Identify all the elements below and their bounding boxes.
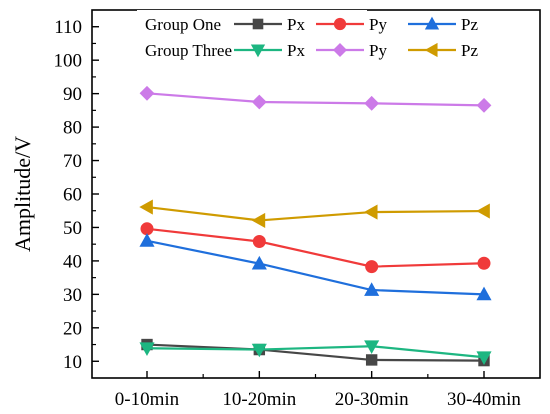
x-tick-label: 10-20min bbox=[222, 389, 296, 410]
legend-series-label: Pz bbox=[461, 41, 478, 60]
y-tick-label: 40 bbox=[63, 251, 82, 272]
data-point-marker bbox=[364, 282, 380, 296]
data-point-marker bbox=[365, 260, 379, 274]
legend-group-label: Group One bbox=[145, 15, 221, 34]
x-tick-label: 20-30min bbox=[335, 389, 409, 410]
data-point-marker bbox=[252, 18, 264, 30]
data-point-marker bbox=[251, 94, 267, 110]
data-point-marker bbox=[424, 42, 438, 58]
series-line bbox=[146, 343, 485, 362]
x-tick-labels: 0-10min 10-20min 20-30min 30-40min bbox=[115, 389, 522, 410]
legend-item: Pz bbox=[408, 15, 478, 34]
legend-item: Pz bbox=[408, 41, 478, 60]
data-point-marker bbox=[139, 85, 155, 101]
data-point-marker bbox=[140, 222, 154, 236]
data-point-marker bbox=[139, 233, 155, 247]
y-tick-label: 70 bbox=[63, 151, 82, 172]
legend-series-label: Py bbox=[369, 15, 387, 34]
legend-series-label: Pz bbox=[461, 15, 478, 34]
data-point-marker bbox=[251, 212, 266, 228]
legend-group-label: Group Three bbox=[145, 41, 232, 60]
data-point-marker bbox=[365, 354, 378, 366]
y-tick-labels: 10 20 30 40 50 60 70 80 90 100 110 bbox=[54, 17, 83, 373]
y-tick-label: 30 bbox=[63, 285, 82, 306]
data-point-marker bbox=[477, 256, 491, 270]
data-point-marker bbox=[250, 44, 266, 58]
series-line bbox=[146, 205, 485, 222]
legend-series-label: Px bbox=[287, 41, 305, 60]
y-tick-label: 110 bbox=[54, 17, 82, 38]
y-tick-label: 10 bbox=[63, 352, 82, 373]
data-point-marker bbox=[139, 342, 155, 356]
legend-series-label: Py bbox=[369, 41, 387, 60]
legend-background bbox=[137, 10, 367, 74]
data-point-marker bbox=[364, 95, 380, 111]
legend-series-label: Px bbox=[287, 15, 305, 34]
y-tick-label: 20 bbox=[63, 318, 82, 339]
data-point-marker bbox=[364, 340, 380, 354]
y-tick-label: 100 bbox=[54, 51, 83, 72]
legend-item: Py bbox=[316, 41, 387, 60]
data-point-marker bbox=[476, 351, 492, 365]
series-4 bbox=[139, 340, 492, 365]
series-line bbox=[146, 92, 485, 107]
data-point-marker bbox=[424, 16, 440, 30]
data-point-marker bbox=[251, 255, 267, 270]
series-line bbox=[146, 227, 485, 268]
data-point-marker bbox=[251, 343, 267, 358]
series-layer bbox=[139, 85, 492, 367]
data-point-marker bbox=[333, 17, 347, 31]
series-line bbox=[146, 345, 485, 359]
x-tick-label: 0-10min bbox=[115, 389, 180, 410]
data-point-marker bbox=[476, 203, 490, 219]
data-point-marker bbox=[363, 204, 378, 220]
data-point-marker bbox=[252, 235, 266, 249]
series-5 bbox=[139, 85, 492, 113]
y-tick-label: 60 bbox=[63, 185, 82, 206]
data-point-marker bbox=[476, 97, 492, 113]
legend-item: Px bbox=[234, 41, 305, 60]
series-3 bbox=[139, 233, 492, 301]
y-axis-title: Amplitude/V bbox=[10, 136, 35, 252]
data-point-marker bbox=[332, 42, 348, 58]
y-tick-label: 90 bbox=[63, 84, 82, 105]
y-tick-label: 80 bbox=[63, 118, 82, 139]
series-line bbox=[146, 239, 485, 296]
series-6 bbox=[139, 199, 490, 228]
data-point-marker bbox=[476, 286, 492, 301]
legend-item: Py bbox=[316, 15, 387, 34]
legend: Group One Group Three Px Py Pz Px Py Pz bbox=[137, 10, 478, 74]
x-tick-label: 30-40min bbox=[447, 389, 521, 410]
series-2 bbox=[140, 222, 491, 274]
legend-item: Px bbox=[234, 15, 305, 34]
y-tick-label: 50 bbox=[63, 218, 82, 239]
data-point-marker bbox=[139, 199, 153, 215]
